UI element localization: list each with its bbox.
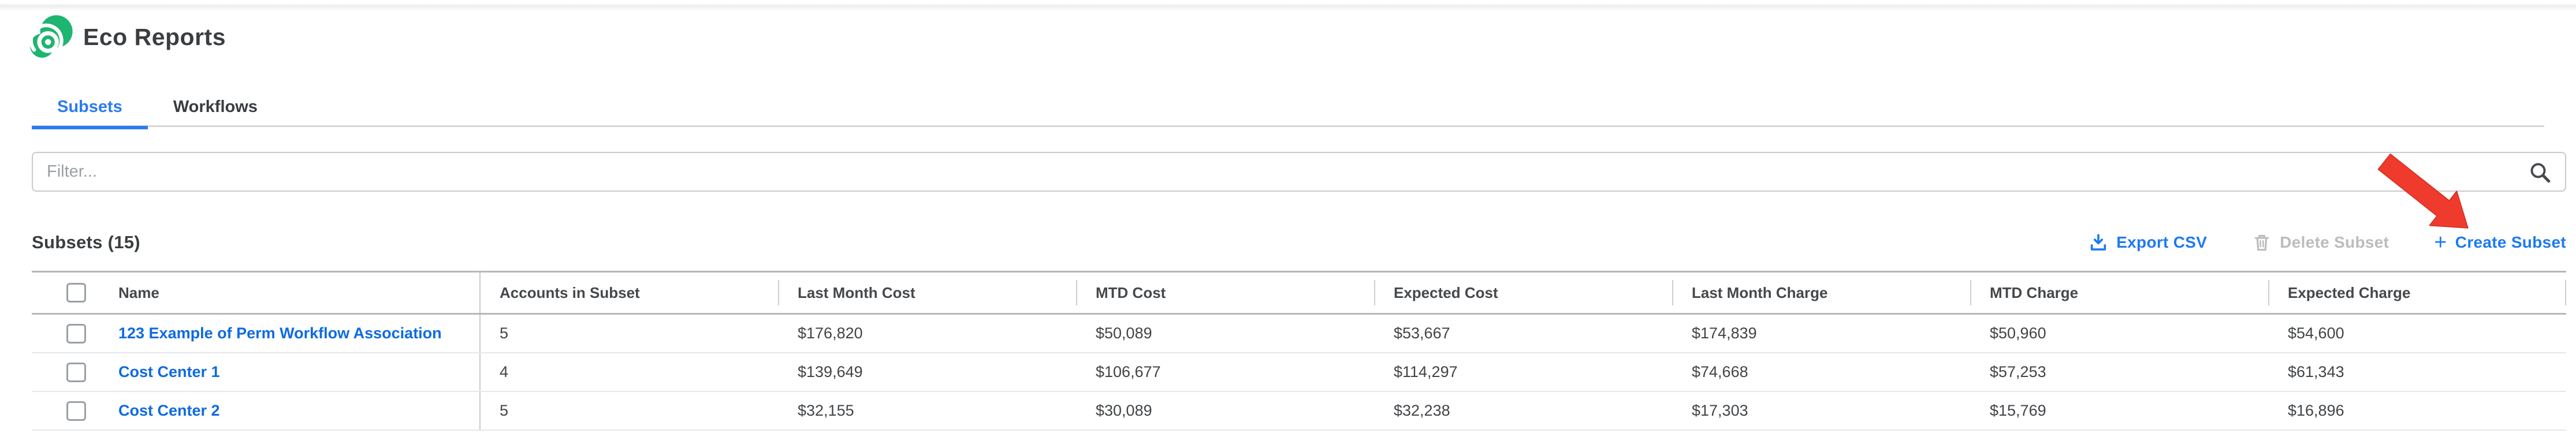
cell-mtd-charge: $50,960 <box>1970 315 2268 352</box>
annotation-arrow-icon <box>2370 150 2485 242</box>
table-header-row: Name Accounts in Subset Last Month Cost … <box>32 271 2566 315</box>
delete-subset-button[interactable]: Delete Subset <box>2252 233 2389 252</box>
subset-name-link[interactable]: 123 Example of Perm Workflow Association <box>118 324 442 342</box>
cell-mtd-charge: $57,253 <box>1970 353 2268 391</box>
cell-mtd-cost: $106,677 <box>1076 353 1374 391</box>
tab-workflows[interactable]: Workflows <box>148 87 283 127</box>
column-header-expected-charge: Expected Charge <box>2268 272 2566 313</box>
table-row: 123 Example of Perm Workflow Association… <box>32 315 2566 353</box>
page-title: Eco Reports <box>83 24 226 51</box>
cell-expected-charge: $61,343 <box>2268 353 2566 391</box>
cell-accounts: 4 <box>480 353 778 391</box>
cell-last-month-cost: $139,649 <box>778 353 1076 391</box>
table-row: Cost Center 1 4 $139,649 $106,677 $114,2… <box>32 353 2566 392</box>
subsets-table: Name Accounts in Subset Last Month Cost … <box>32 271 2566 431</box>
search-icon[interactable] <box>2528 160 2552 185</box>
cell-mtd-charge: $15,769 <box>1970 392 2268 430</box>
cell-last-month-cost: $176,820 <box>778 315 1076 352</box>
app-header: Eco Reports <box>28 14 226 60</box>
filter-bar <box>32 152 2566 192</box>
cell-last-month-cost: $32,155 <box>778 392 1076 430</box>
cell-accounts: 5 <box>480 315 778 352</box>
top-divider <box>0 0 2576 12</box>
column-header-mtd-cost: MTD Cost <box>1076 272 1374 313</box>
toolbar: Export CSV Delete Subset + Create Subset <box>2089 233 2566 252</box>
tab-bar: Subsets Workflows <box>32 87 2544 127</box>
cell-mtd-cost: $50,089 <box>1076 315 1374 352</box>
cell-expected-cost: $32,238 <box>1374 392 1672 430</box>
download-icon <box>2089 233 2108 252</box>
tab-subsets[interactable]: Subsets <box>32 87 148 127</box>
row-checkbox[interactable] <box>66 401 86 421</box>
cell-name: Cost Center 1 <box>32 353 480 391</box>
cell-expected-cost: $114,297 <box>1374 353 1672 391</box>
trash-icon <box>2252 233 2272 252</box>
export-csv-button[interactable]: Export CSV <box>2089 233 2207 252</box>
column-header-accounts-in-subset: Accounts in Subset <box>480 272 778 313</box>
subset-name-link[interactable]: Cost Center 2 <box>118 402 220 420</box>
cell-name: Cost Center 2 <box>32 392 480 430</box>
eco-logo-icon <box>28 14 74 60</box>
cell-last-month-charge: $74,668 <box>1672 353 1970 391</box>
column-header-mtd-charge: MTD Charge <box>1970 272 2268 313</box>
column-header-label: Name <box>118 284 159 302</box>
cell-name: 123 Example of Perm Workflow Association <box>32 315 480 352</box>
eco-reports-page: Eco Reports Subsets Workflows Subsets (1… <box>0 0 2576 448</box>
select-all-checkbox[interactable] <box>66 283 86 303</box>
cell-accounts: 5 <box>480 392 778 430</box>
row-checkbox[interactable] <box>66 363 86 382</box>
column-header-name: Name <box>32 272 480 313</box>
column-header-expected-cost: Expected Cost <box>1374 272 1672 313</box>
cell-expected-cost: $53,667 <box>1374 315 1672 352</box>
export-csv-label: Export CSV <box>2116 233 2207 252</box>
cell-mtd-cost: $30,089 <box>1076 392 1374 430</box>
filter-input[interactable] <box>33 153 2565 191</box>
cell-last-month-charge: $174,839 <box>1672 315 1970 352</box>
cell-last-month-charge: $17,303 <box>1672 392 1970 430</box>
column-header-last-month-charge: Last Month Charge <box>1672 272 1970 313</box>
subsets-count-title: Subsets (15) <box>32 232 140 253</box>
subset-name-link[interactable]: Cost Center 1 <box>118 363 220 381</box>
cell-expected-charge: $54,600 <box>2268 315 2566 352</box>
row-checkbox[interactable] <box>66 324 86 344</box>
table-row: Cost Center 2 5 $32,155 $30,089 $32,238 … <box>32 392 2566 431</box>
column-header-last-month-cost: Last Month Cost <box>778 272 1076 313</box>
cell-expected-charge: $16,896 <box>2268 392 2566 430</box>
list-header: Subsets (15) Export CSV Delete Subset <box>32 227 2566 257</box>
